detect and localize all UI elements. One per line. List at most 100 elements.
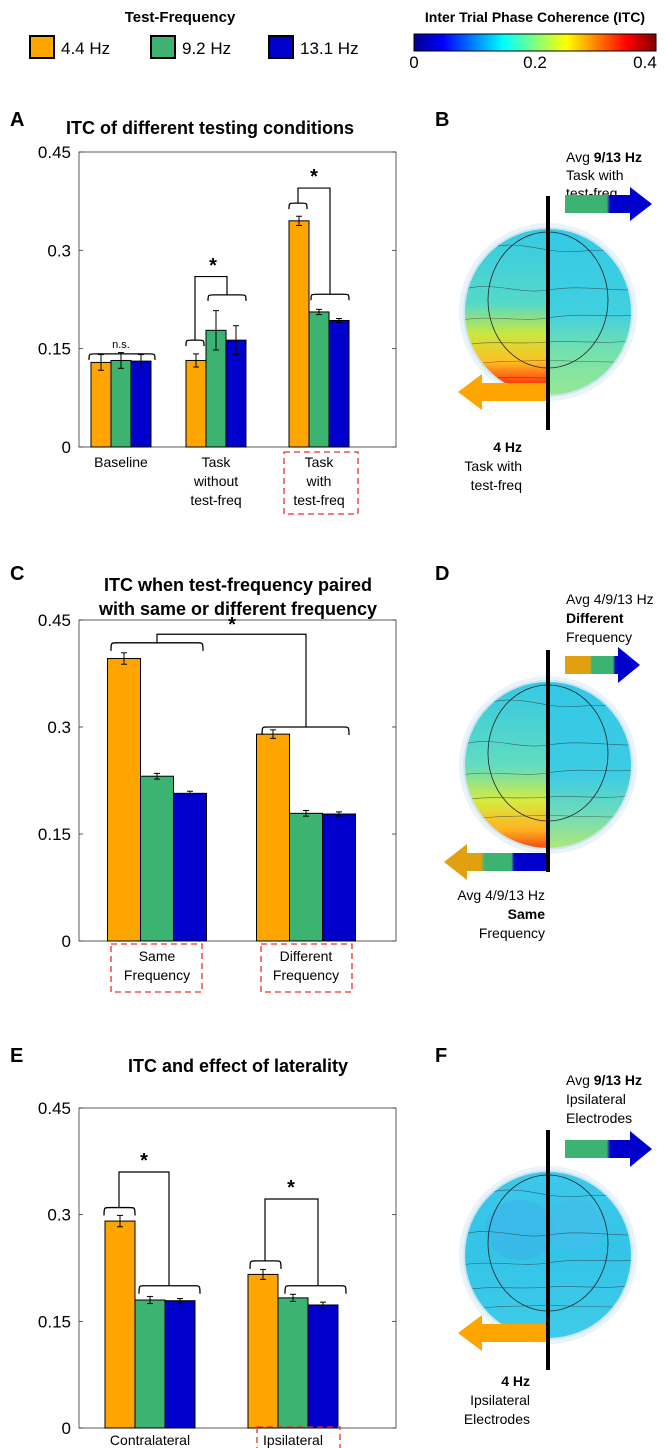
bar-44Hz (288, 220, 310, 448)
legend-swatch-13hz (268, 35, 294, 59)
bar-44Hz (247, 1273, 279, 1429)
colorbar-tick-2: 0.4 (633, 53, 657, 72)
highlight-box (260, 943, 353, 993)
legend-title: Test-Frequency (125, 9, 236, 26)
panel-letter-f: F (435, 1045, 447, 1067)
significance-star: * (140, 1150, 148, 1172)
significance-star: * (287, 1177, 295, 1199)
panel-f-bottom-line1: 4 Hz (501, 1373, 530, 1389)
panel-letter-d: D (435, 563, 449, 585)
category-label: Contralateral (110, 1432, 190, 1448)
chart-title: ITC when test-frequency paired (104, 575, 372, 595)
panel-b-top-line2: Task with (566, 167, 624, 183)
category-label: Different (280, 948, 333, 964)
significance-star: * (209, 255, 217, 277)
arrow-right-9-13hz-icon (565, 187, 652, 221)
arrow-left-4hz-icon (458, 374, 546, 410)
bar-131Hz (130, 360, 152, 448)
panel-b-bottom-line2: Task with (464, 458, 522, 474)
highlight-box (110, 943, 203, 993)
chart-c: ITC when test-frequency paired with same … (38, 575, 397, 993)
bar-92Hz (110, 359, 132, 448)
comparison-line (264, 1198, 319, 1286)
panel-letter-a: A (10, 109, 24, 131)
y-tick-label: 0.15 (38, 825, 71, 844)
y-tick-label: 0.3 (47, 1206, 71, 1225)
y-tick-label: 0.45 (38, 611, 71, 630)
chart-title: with same or different frequency (98, 599, 377, 619)
bracket-4hz (249, 1260, 282, 1269)
panel-d-top-line1: Avg 4/9/13 Hz (566, 591, 654, 607)
panel-f-bottom-line2: Ipsilateral (470, 1392, 530, 1408)
bracket-4hz (103, 1206, 136, 1216)
bracket-9-13hz (207, 294, 247, 301)
chart-e: ITC and effect of laterality 0 0.15 0.3 0.45… (38, 1056, 397, 1448)
comparison-line (118, 1171, 170, 1286)
panel-d-top-line3: Frequency (566, 629, 632, 645)
panel-d-bottom-line1: Avg 4/9/13 Hz (457, 887, 545, 903)
panel-letter-b: B (435, 109, 449, 131)
highlight-box (256, 1426, 341, 1448)
category-label: Same (139, 948, 176, 964)
bracket-4hz (288, 202, 308, 210)
panel-d-bottom-line2: Same (508, 906, 546, 922)
y-tick-label: 0.15 (38, 340, 71, 359)
significance-star: * (228, 614, 236, 636)
category-label: without (193, 473, 238, 489)
colorbar: Inter Trial Phase Coherence (ITC) 0 0.2 … (409, 9, 657, 72)
bar-92Hz (140, 775, 174, 942)
arrow-right-9-13hz-icon (565, 1131, 652, 1167)
bar-44Hz (185, 359, 207, 448)
y-tick-label: 0.15 (38, 1312, 71, 1331)
comparison-line (156, 633, 307, 727)
comparison-line (297, 187, 331, 295)
significance-star: * (310, 166, 318, 188)
arrow-right-avg-freq-icon (565, 647, 640, 683)
panel-b-bottom-line1: 4 Hz (493, 439, 522, 455)
y-tick-label: 0 (62, 932, 71, 951)
bar-92Hz (289, 812, 323, 942)
bar-131Hz (328, 319, 350, 448)
category-label: test-freq (293, 492, 344, 508)
bar-44Hz (90, 361, 112, 448)
panel-b-top-line1: Avg 9/13 Hz (566, 149, 642, 165)
bar-44Hz (107, 658, 141, 942)
plot-frame (78, 1107, 397, 1429)
colorbar-title: Inter Trial Phase Coherence (ITC) (425, 9, 645, 25)
chart-title: ITC of different testing conditions (66, 118, 354, 138)
panel-b-bottom-line3: test-freq (471, 477, 522, 493)
colorbar-gradient (413, 33, 657, 52)
colorbar-tick-1: 0.2 (523, 53, 547, 72)
arrow-left-avg-freq-icon (444, 844, 546, 880)
bar-131Hz (225, 339, 247, 448)
bracket-9-13hz (138, 1285, 201, 1294)
bracket-4hz (185, 339, 205, 347)
bar-131Hz (173, 792, 207, 942)
bar-92Hz (277, 1297, 309, 1429)
panel-f-topoplot: Avg 9/13 Hz Ipsilateral Electrodes 4 Hz … (458, 1072, 652, 1427)
legend-label-4hz: 4.4 Hz (61, 39, 110, 58)
panel-d-topoplot: Avg 4/9/13 Hz Different Frequency Avg 4/… (444, 591, 654, 941)
comparison-line (194, 275, 228, 341)
highlight-box (283, 451, 359, 515)
bar-92Hz (134, 1299, 166, 1429)
category-label: Ipsilateral (263, 1432, 323, 1448)
panel-d-top-line2: Different (566, 610, 624, 626)
category-label: test-freq (190, 492, 241, 508)
category-label: Task (305, 454, 335, 470)
legend-label-9hz: 9.2 Hz (182, 39, 231, 58)
panel-letter-e: E (10, 1045, 23, 1067)
category-label: with (306, 473, 332, 489)
bar-131Hz (322, 813, 356, 942)
bar-92Hz (308, 311, 330, 448)
bar-131Hz (307, 1304, 339, 1429)
panel-f-bottom-line3: Electrodes (464, 1411, 530, 1427)
ns-bracket (88, 353, 156, 360)
significance-ns: n.s. (112, 339, 130, 351)
panel-f-top-line2: Ipsilateral (566, 1091, 626, 1107)
category-label: Baseline (94, 454, 148, 470)
y-tick-label: 0 (62, 438, 71, 457)
panel-letter-c: C (10, 563, 24, 585)
y-tick-label: 0.45 (38, 143, 71, 162)
